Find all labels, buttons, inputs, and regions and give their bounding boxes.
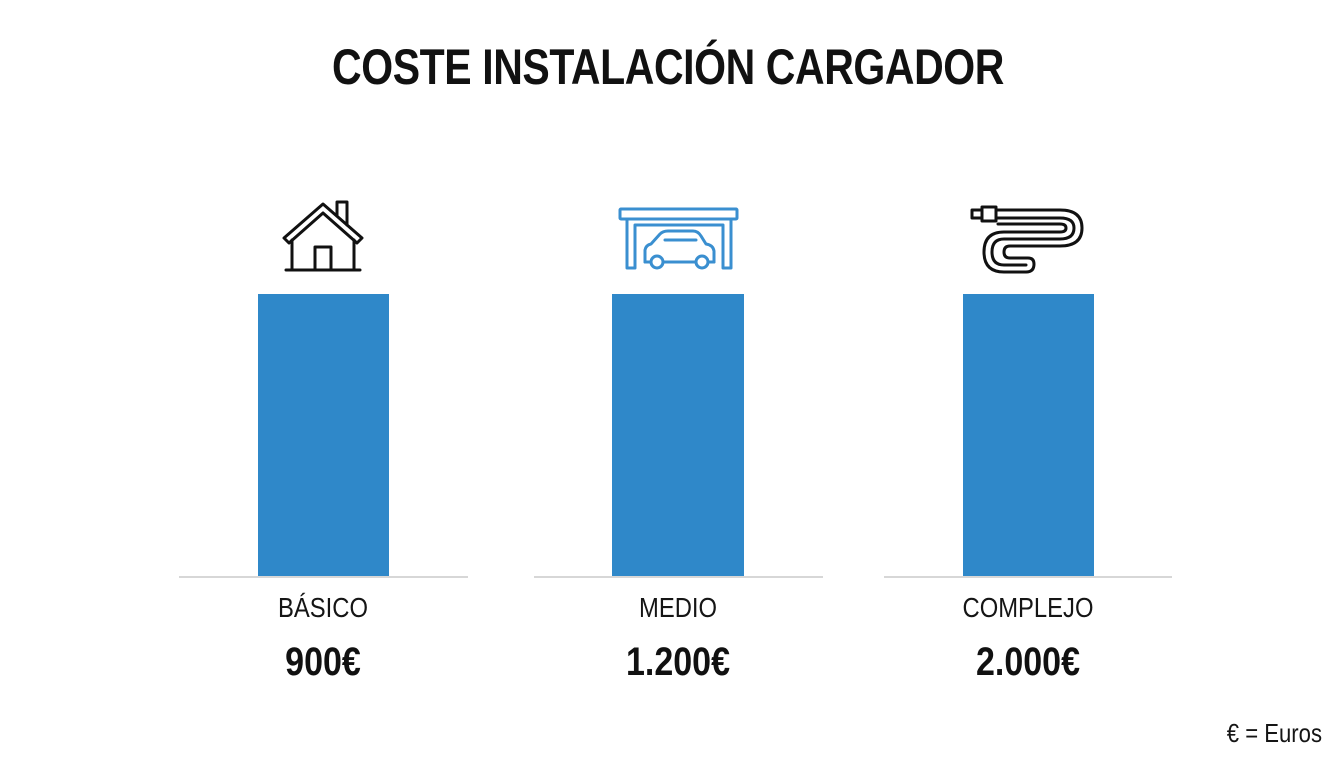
baseline	[179, 576, 468, 578]
category-label: BÁSICO	[278, 592, 368, 623]
category-label: COMPLEJO	[962, 592, 1094, 623]
house-icon	[282, 200, 364, 272]
garage-car-icon	[618, 207, 739, 270]
value-label: 2.000€	[976, 640, 1080, 684]
baseline	[534, 576, 823, 578]
bar-complejo	[963, 294, 1094, 577]
bar-medio	[612, 294, 744, 577]
category-label: MEDIO	[638, 592, 718, 623]
currency-note: € = Euros	[1226, 718, 1322, 748]
chart-title: COSTE INSTALACIÓN CARGADOR	[332, 39, 1004, 95]
value-label: 1.200€	[626, 640, 730, 684]
bar-basico	[258, 294, 389, 577]
baseline	[884, 576, 1172, 578]
value-label: 900€	[285, 640, 361, 684]
coiled-cable-icon	[970, 205, 1084, 274]
